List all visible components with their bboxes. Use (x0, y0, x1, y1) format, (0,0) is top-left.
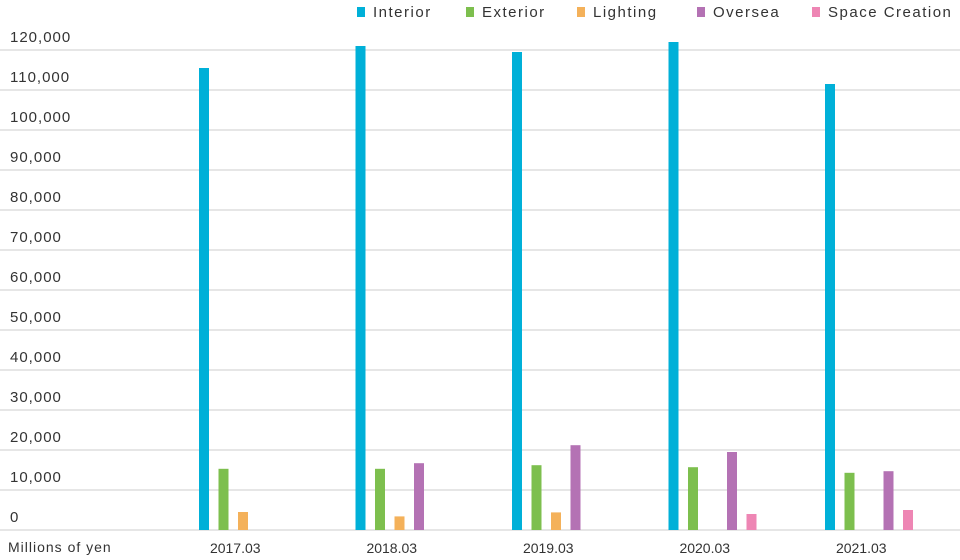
bar-lighting-2017.03 (238, 512, 248, 530)
legend-label-interior: Interior (373, 4, 432, 21)
y-tick-label: 110,000 (10, 69, 70, 86)
legend-label-oversea: Oversea (713, 4, 780, 21)
x-axis-ticks: 2017.03 2018.03 2019.03 2020.03 2021.03 (210, 540, 887, 556)
x-tick-label: 2019.03 (523, 540, 574, 556)
bars (199, 42, 913, 530)
bar-exterior-2020.03 (688, 467, 698, 530)
legend-swatch-lighting (577, 7, 585, 17)
y-axis-unit-label: Millions of yen (8, 539, 112, 555)
bar-exterior-2018.03 (375, 468, 385, 530)
x-tick-label: 2020.03 (679, 540, 730, 556)
legend-label-lighting: Lighting (593, 4, 658, 21)
y-tick-label: 60,000 (10, 269, 62, 286)
legend-swatch-interior (357, 7, 365, 17)
y-tick-label: 100,000 (10, 109, 71, 126)
y-axis-ticks: 0 10,000 20,000 30,000 40,000 50,000 60,000 70,… (10, 29, 71, 526)
y-tick-label: 10,000 (10, 469, 62, 486)
bar-interior-2020.03 (668, 42, 679, 530)
legend-swatch-oversea (697, 7, 705, 17)
y-tick-label: 80,000 (10, 189, 62, 206)
x-tick-label: 2017.03 (210, 540, 261, 556)
bar-space-creation-2020.03 (746, 514, 757, 530)
y-tick-label: 20,000 (10, 429, 62, 446)
legend: Interior Exterior Lighting Oversea Space Cre… (357, 4, 952, 21)
bar-oversea-2020.03 (727, 452, 737, 530)
bar-lighting-2019.03 (551, 512, 561, 530)
bar-oversea-2018.03 (414, 463, 424, 530)
x-tick-label: 2021.03 (836, 540, 887, 556)
bar-oversea-2021.03 (883, 471, 894, 530)
y-tick-label: 50,000 (10, 309, 62, 326)
legend-swatch-exterior (466, 7, 474, 17)
bar-exterior-2021.03 (844, 472, 855, 530)
y-tick-label: 120,000 (10, 29, 71, 46)
gridlines (0, 49, 960, 531)
y-tick-label: 0 (10, 509, 19, 526)
bar-oversea-2019.03 (570, 445, 581, 530)
legend-label-exterior: Exterior (482, 4, 546, 21)
y-tick-label: 70,000 (10, 229, 62, 246)
legend-swatch-space-creation (812, 7, 820, 17)
y-tick-label: 30,000 (10, 389, 62, 406)
bar-interior-2018.03 (355, 46, 366, 530)
x-tick-label: 2018.03 (366, 540, 417, 556)
bar-interior-2021.03 (825, 84, 835, 530)
y-tick-label: 90,000 (10, 149, 62, 166)
y-tick-label: 40,000 (10, 349, 62, 366)
legend-label-space-creation: Space Creation (828, 4, 952, 21)
bar-lighting-2018.03 (394, 516, 405, 530)
bar-interior-2019.03 (512, 52, 522, 530)
bar-interior-2017.03 (199, 68, 209, 530)
bar-space-creation-2021.03 (903, 510, 913, 530)
bar-exterior-2019.03 (531, 465, 542, 530)
bar-exterior-2017.03 (218, 468, 229, 530)
